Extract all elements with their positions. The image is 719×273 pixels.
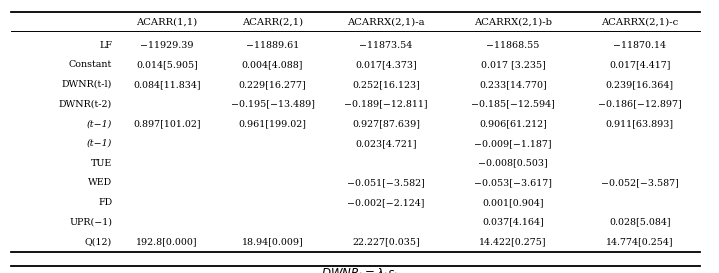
Text: (t−1): (t−1) — [87, 119, 112, 128]
Text: 192.8[0.000]: 192.8[0.000] — [137, 237, 198, 246]
Text: −0.053[−3.617]: −0.053[−3.617] — [474, 178, 552, 187]
Text: Q(12): Q(12) — [85, 237, 112, 246]
Text: ACARRX(2,1)-b: ACARRX(2,1)-b — [474, 17, 552, 26]
Text: WED: WED — [88, 178, 112, 187]
Text: 0.927[87.639]: 0.927[87.639] — [352, 119, 420, 128]
Text: −11929.39: −11929.39 — [140, 41, 194, 50]
Text: −0.052[−3.587]: −0.052[−3.587] — [601, 178, 679, 187]
Text: 0.004[4.088]: 0.004[4.088] — [242, 60, 303, 69]
Text: −0.008[0.503]: −0.008[0.503] — [478, 159, 548, 168]
Text: −0.186[−12.897]: −0.186[−12.897] — [598, 100, 682, 109]
Text: 0.084[11.834]: 0.084[11.834] — [133, 80, 201, 89]
Text: 0.233[14.770]: 0.233[14.770] — [479, 80, 547, 89]
Text: 0.239[16.364]: 0.239[16.364] — [606, 80, 674, 89]
Text: TUE: TUE — [91, 159, 112, 168]
Text: 0.229[16.277]: 0.229[16.277] — [239, 80, 306, 89]
Text: −0.195[−13.489]: −0.195[−13.489] — [231, 100, 314, 109]
Text: 18.94[0.009]: 18.94[0.009] — [242, 237, 303, 246]
Text: 22.227[0.035]: 22.227[0.035] — [352, 237, 420, 246]
Text: 0.911[63.893]: 0.911[63.893] — [606, 119, 674, 128]
Text: −11870.14: −11870.14 — [613, 41, 667, 50]
Text: ACARR(2,1): ACARR(2,1) — [242, 17, 303, 26]
Text: −0.051[−3.582]: −0.051[−3.582] — [347, 178, 425, 187]
Text: UPR(−1): UPR(−1) — [69, 218, 112, 227]
Text: FD: FD — [98, 198, 112, 207]
Text: $DWNR_t = \lambda_t\varepsilon_t$: $DWNR_t = \lambda_t\varepsilon_t$ — [321, 267, 398, 273]
Text: 0.961[199.02]: 0.961[199.02] — [239, 119, 306, 128]
Text: 0.906[61.212]: 0.906[61.212] — [479, 119, 547, 128]
Text: −0.002[−2.124]: −0.002[−2.124] — [347, 198, 425, 207]
Text: 0.017[4.373]: 0.017[4.373] — [355, 60, 417, 69]
Text: −11868.55: −11868.55 — [486, 41, 540, 50]
Text: 0.023[4.721]: 0.023[4.721] — [355, 139, 417, 148]
Text: −11889.61: −11889.61 — [246, 41, 299, 50]
Text: DWNR(t-2): DWNR(t-2) — [59, 100, 112, 109]
Text: 0.252[16.123]: 0.252[16.123] — [352, 80, 420, 89]
Text: 0.017 [3.235]: 0.017 [3.235] — [480, 60, 546, 69]
Text: 0.017[4.417]: 0.017[4.417] — [609, 60, 671, 69]
Text: ACARR(1,1): ACARR(1,1) — [137, 17, 198, 26]
Text: ACARRX(2,1)-a: ACARRX(2,1)-a — [347, 17, 425, 26]
Text: 14.774[0.254]: 14.774[0.254] — [606, 237, 674, 246]
Text: −0.009[−1.187]: −0.009[−1.187] — [475, 139, 551, 148]
Text: Constant: Constant — [69, 60, 112, 69]
Text: 0.037[4.164]: 0.037[4.164] — [482, 218, 544, 227]
Text: DWNR(t-l): DWNR(t-l) — [62, 80, 112, 89]
Text: ACARRX(2,1)-c: ACARRX(2,1)-c — [601, 17, 679, 26]
Text: LF: LF — [99, 41, 112, 50]
Text: −11873.54: −11873.54 — [360, 41, 413, 50]
Text: −0.185[−12.594]: −0.185[−12.594] — [471, 100, 555, 109]
Text: −0.189[−12.811]: −0.189[−12.811] — [344, 100, 428, 109]
Text: 0.028[5.084]: 0.028[5.084] — [609, 218, 671, 227]
Text: 0.897[101.02]: 0.897[101.02] — [133, 119, 201, 128]
Text: 14.422[0.275]: 14.422[0.275] — [479, 237, 547, 246]
Text: 0.014[5.905]: 0.014[5.905] — [136, 60, 198, 69]
Text: 0.001[0.904]: 0.001[0.904] — [482, 198, 544, 207]
Text: (t−1): (t−1) — [87, 139, 112, 148]
